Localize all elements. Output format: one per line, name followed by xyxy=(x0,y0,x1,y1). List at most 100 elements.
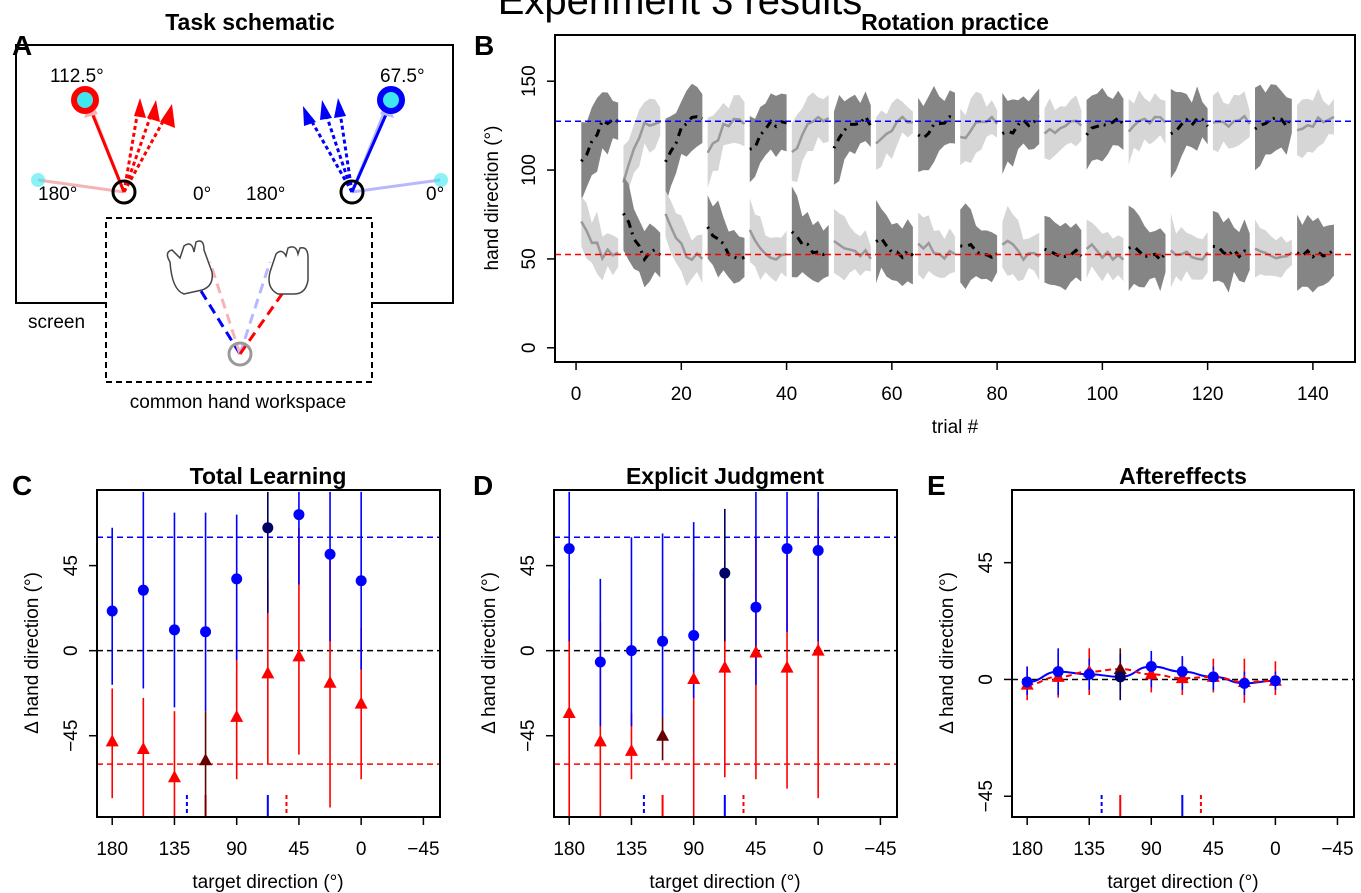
panel-b-frame xyxy=(554,34,1356,363)
rotation-band-block-5 xyxy=(749,93,787,183)
left-hand-icon xyxy=(166,240,214,295)
panel-d-point-blue xyxy=(625,645,637,657)
rotation-band-block-7 xyxy=(833,91,871,185)
panel-c-point-blue xyxy=(231,573,243,585)
rotation-band-block-17 xyxy=(1255,84,1292,171)
rotation-band-block-1 xyxy=(581,92,619,201)
panel-b-xtick-label: 100 xyxy=(1087,384,1119,405)
right-home-circle-icon xyxy=(339,179,365,205)
panel-d-explicit-judgment: D Explicit Judgment 180 135 90 45 0 −45 −45 0 45… xyxy=(473,463,898,893)
panel-d-point-blue xyxy=(781,543,793,555)
panel-d-point-red xyxy=(562,706,576,719)
rotation-band-block-2 xyxy=(623,98,661,220)
panel-e-point-blue xyxy=(1269,675,1281,687)
label-67-5: 67.5° xyxy=(380,66,425,87)
rotation-band-block-6 xyxy=(791,186,829,283)
panel-e-frame xyxy=(1011,489,1355,818)
rotation-mean-other-block-1 xyxy=(580,220,619,262)
panel-c-point-blue xyxy=(293,509,305,521)
panel-c-point-red xyxy=(261,666,275,679)
panel-d-xtick-label: 180 xyxy=(553,839,585,860)
blue-arrowhead-3-icon xyxy=(303,106,316,126)
right-baseline-arrow xyxy=(351,178,441,194)
panel-e-point-blue xyxy=(1176,666,1188,678)
rotation-mean-other-block-5 xyxy=(748,229,787,261)
workspace-label: common hand workspace xyxy=(130,392,347,413)
rotation-band-block-9 xyxy=(918,85,955,172)
panel-b-ytick-label: 100 xyxy=(519,154,540,186)
panel-c-point-red xyxy=(354,696,368,709)
panel-d-xtick-label: 45 xyxy=(745,839,766,860)
rotation-mean-trained-block-10 xyxy=(960,242,998,259)
panel-d-point-red xyxy=(718,660,732,673)
panel-e-xtick-label: 45 xyxy=(1203,839,1224,860)
panel-c-ytick-label: −45 xyxy=(61,720,82,752)
workspace-lightblue-line xyxy=(238,261,272,355)
panel-c-xtick-label: 180 xyxy=(96,839,128,860)
left-hand-arrow-icon xyxy=(88,107,126,193)
panel-e-aftereffects: E Aftereffects 180 135 90 45 0 −45 −45 0 45 targ… xyxy=(927,463,1355,893)
panel-c-xtick-label: 135 xyxy=(159,839,191,860)
panel-e-point-blue xyxy=(1207,671,1219,683)
rotation-band-block-16 xyxy=(1212,210,1250,293)
rotation-band-block-8 xyxy=(876,199,913,287)
rotation-mean-other-block-17 xyxy=(1254,247,1293,260)
panel-c-point-blue xyxy=(324,548,336,560)
panel-d-point-red xyxy=(624,743,638,756)
panel-b-xtick-label: 0 xyxy=(571,384,582,405)
rotation-band-block-11 xyxy=(1002,88,1040,175)
panel-e-ylabel: Δ hand direction (°) xyxy=(937,572,958,734)
panel-b-letter: B xyxy=(474,30,494,61)
panel-e-plot-area xyxy=(1012,648,1354,817)
panel-c-frame xyxy=(96,489,441,818)
rotation-band-block-11 xyxy=(1002,205,1040,282)
panel-c-point-red xyxy=(230,709,244,722)
rotation-band-block-10 xyxy=(960,203,998,290)
panel-c-point-red xyxy=(105,734,119,747)
rotation-band-block-4 xyxy=(707,95,745,188)
panel-e-ytick-label: −45 xyxy=(976,780,997,812)
panel-c-ylabel: Δ hand direction (°) xyxy=(22,572,43,734)
panel-c-ytick-label: 0 xyxy=(61,645,82,656)
panel-d-axes: 180 135 90 45 0 −45 −45 0 45 xyxy=(518,555,897,860)
panel-d-point-blue xyxy=(563,543,575,555)
label-180-right: 180° xyxy=(246,184,285,205)
panel-b-xtick-label: 140 xyxy=(1297,384,1329,405)
panel-d-point-blue xyxy=(688,630,700,642)
panel-d-point-blue xyxy=(719,567,731,579)
workspace-home-circle-icon xyxy=(227,341,253,367)
panel-c-point-red xyxy=(199,753,213,766)
red-dotted-arrow-3 xyxy=(122,115,168,193)
workspace-pink-line xyxy=(208,261,242,355)
panel-d-xtick-label: 135 xyxy=(616,839,648,860)
rotation-band-block-3 xyxy=(665,83,703,206)
panel-d-point-red xyxy=(687,672,701,685)
panel-e-ytick-label: 0 xyxy=(976,674,997,685)
blue-arrowhead-2-icon xyxy=(320,100,332,120)
panel-b-axes: 0 20 40 60 80 100 120 140 0 50 100 150 xyxy=(519,65,1329,405)
panel-d-ylabel: Δ hand direction (°) xyxy=(479,572,500,734)
target-112-icon xyxy=(71,86,99,114)
rotation-mean-other-block-18 xyxy=(1296,115,1335,132)
panel-e-point-blue xyxy=(1052,666,1064,678)
rotation-band-block-5 xyxy=(749,198,787,282)
rotation-mean-other-block-10 xyxy=(959,115,999,140)
panel-e-xtick-label: 180 xyxy=(1011,839,1043,860)
red-arrowhead-2-icon xyxy=(147,100,160,122)
rotation-band-block-15 xyxy=(1170,86,1208,179)
panel-e-point-blue xyxy=(1083,668,1095,680)
panel-c-point-red xyxy=(136,741,150,754)
panel-c-point-blue xyxy=(137,584,149,596)
panel-e-axes: 180 135 90 45 0 −45 −45 0 45 xyxy=(976,552,1354,860)
rotation-mean-other-block-6 xyxy=(791,115,830,154)
rotation-band-block-10 xyxy=(960,91,998,166)
panel-c-xtick-label: 0 xyxy=(356,839,367,860)
panel-c-xtick-label: 90 xyxy=(226,839,247,860)
panel-b-plot-area xyxy=(555,83,1355,293)
panel-e-point-blue xyxy=(1114,671,1126,683)
rotation-band-block-12 xyxy=(1044,215,1082,291)
red-dotted-arrow-2 xyxy=(122,111,154,193)
panel-b-xtick-label: 80 xyxy=(987,384,1008,405)
panel-b-xtick-label: 60 xyxy=(881,384,902,405)
